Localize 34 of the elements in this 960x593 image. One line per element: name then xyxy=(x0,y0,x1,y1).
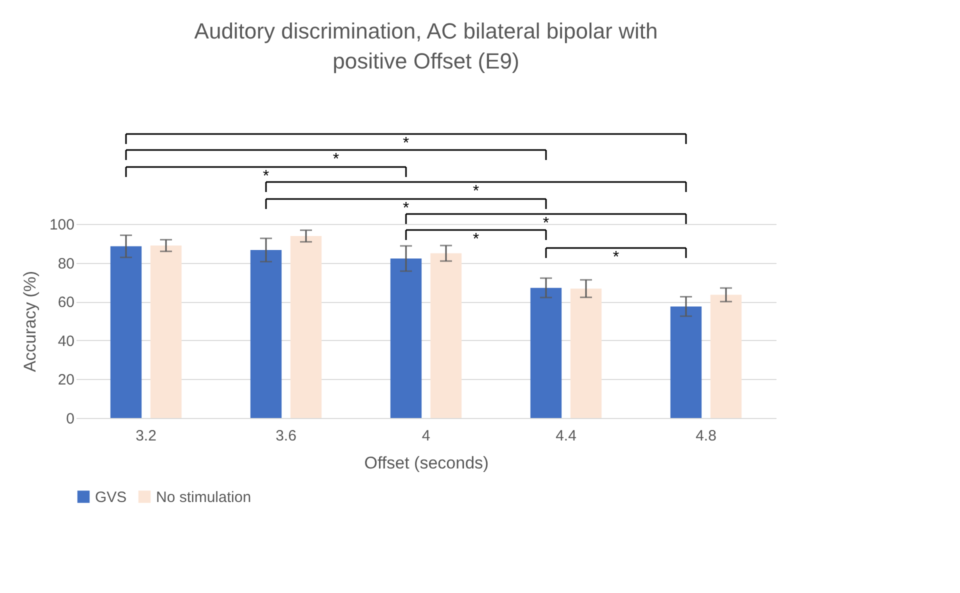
bar xyxy=(390,258,422,418)
x-axis-title: Offset (seconds) xyxy=(364,454,489,472)
text: * xyxy=(332,151,340,168)
y-tick-label: 100 xyxy=(49,216,74,234)
chart-title: Auditory discrimination, AC bilateral bipolar with positive Offset (E9) xyxy=(194,18,658,74)
y-tick-label: 20 xyxy=(58,372,74,389)
bar xyxy=(530,288,562,418)
bar xyxy=(110,246,142,418)
y-tick-label: 0 xyxy=(66,410,74,428)
y-tick-label: 60 xyxy=(58,294,74,312)
annotation: * xyxy=(542,215,550,232)
text: * xyxy=(472,183,480,200)
bar xyxy=(710,294,742,418)
bar xyxy=(670,306,702,418)
y-axis-title: Accuracy (%) xyxy=(20,270,40,372)
text: * xyxy=(402,135,410,152)
bar xyxy=(250,250,282,418)
bar xyxy=(290,236,322,418)
x-tick-label: 4.4 xyxy=(556,428,576,444)
text: * xyxy=(402,200,410,217)
annotation: * xyxy=(612,249,620,266)
annotation: * xyxy=(472,231,480,248)
x-tick-label: 4 xyxy=(422,428,430,444)
bar xyxy=(570,288,602,418)
bar xyxy=(150,246,182,418)
y-tick-label: 80 xyxy=(58,255,74,272)
x-tick-label: 4.8 xyxy=(696,428,716,444)
legend-label: No stimulation xyxy=(156,488,252,506)
x-tick-label: 3.2 xyxy=(136,428,156,444)
x-tick-label: 3.6 xyxy=(276,428,296,444)
bar xyxy=(430,253,462,418)
legend-label: GVS xyxy=(95,488,127,506)
y-tick-label: 40 xyxy=(58,332,74,350)
text: * xyxy=(262,168,270,185)
